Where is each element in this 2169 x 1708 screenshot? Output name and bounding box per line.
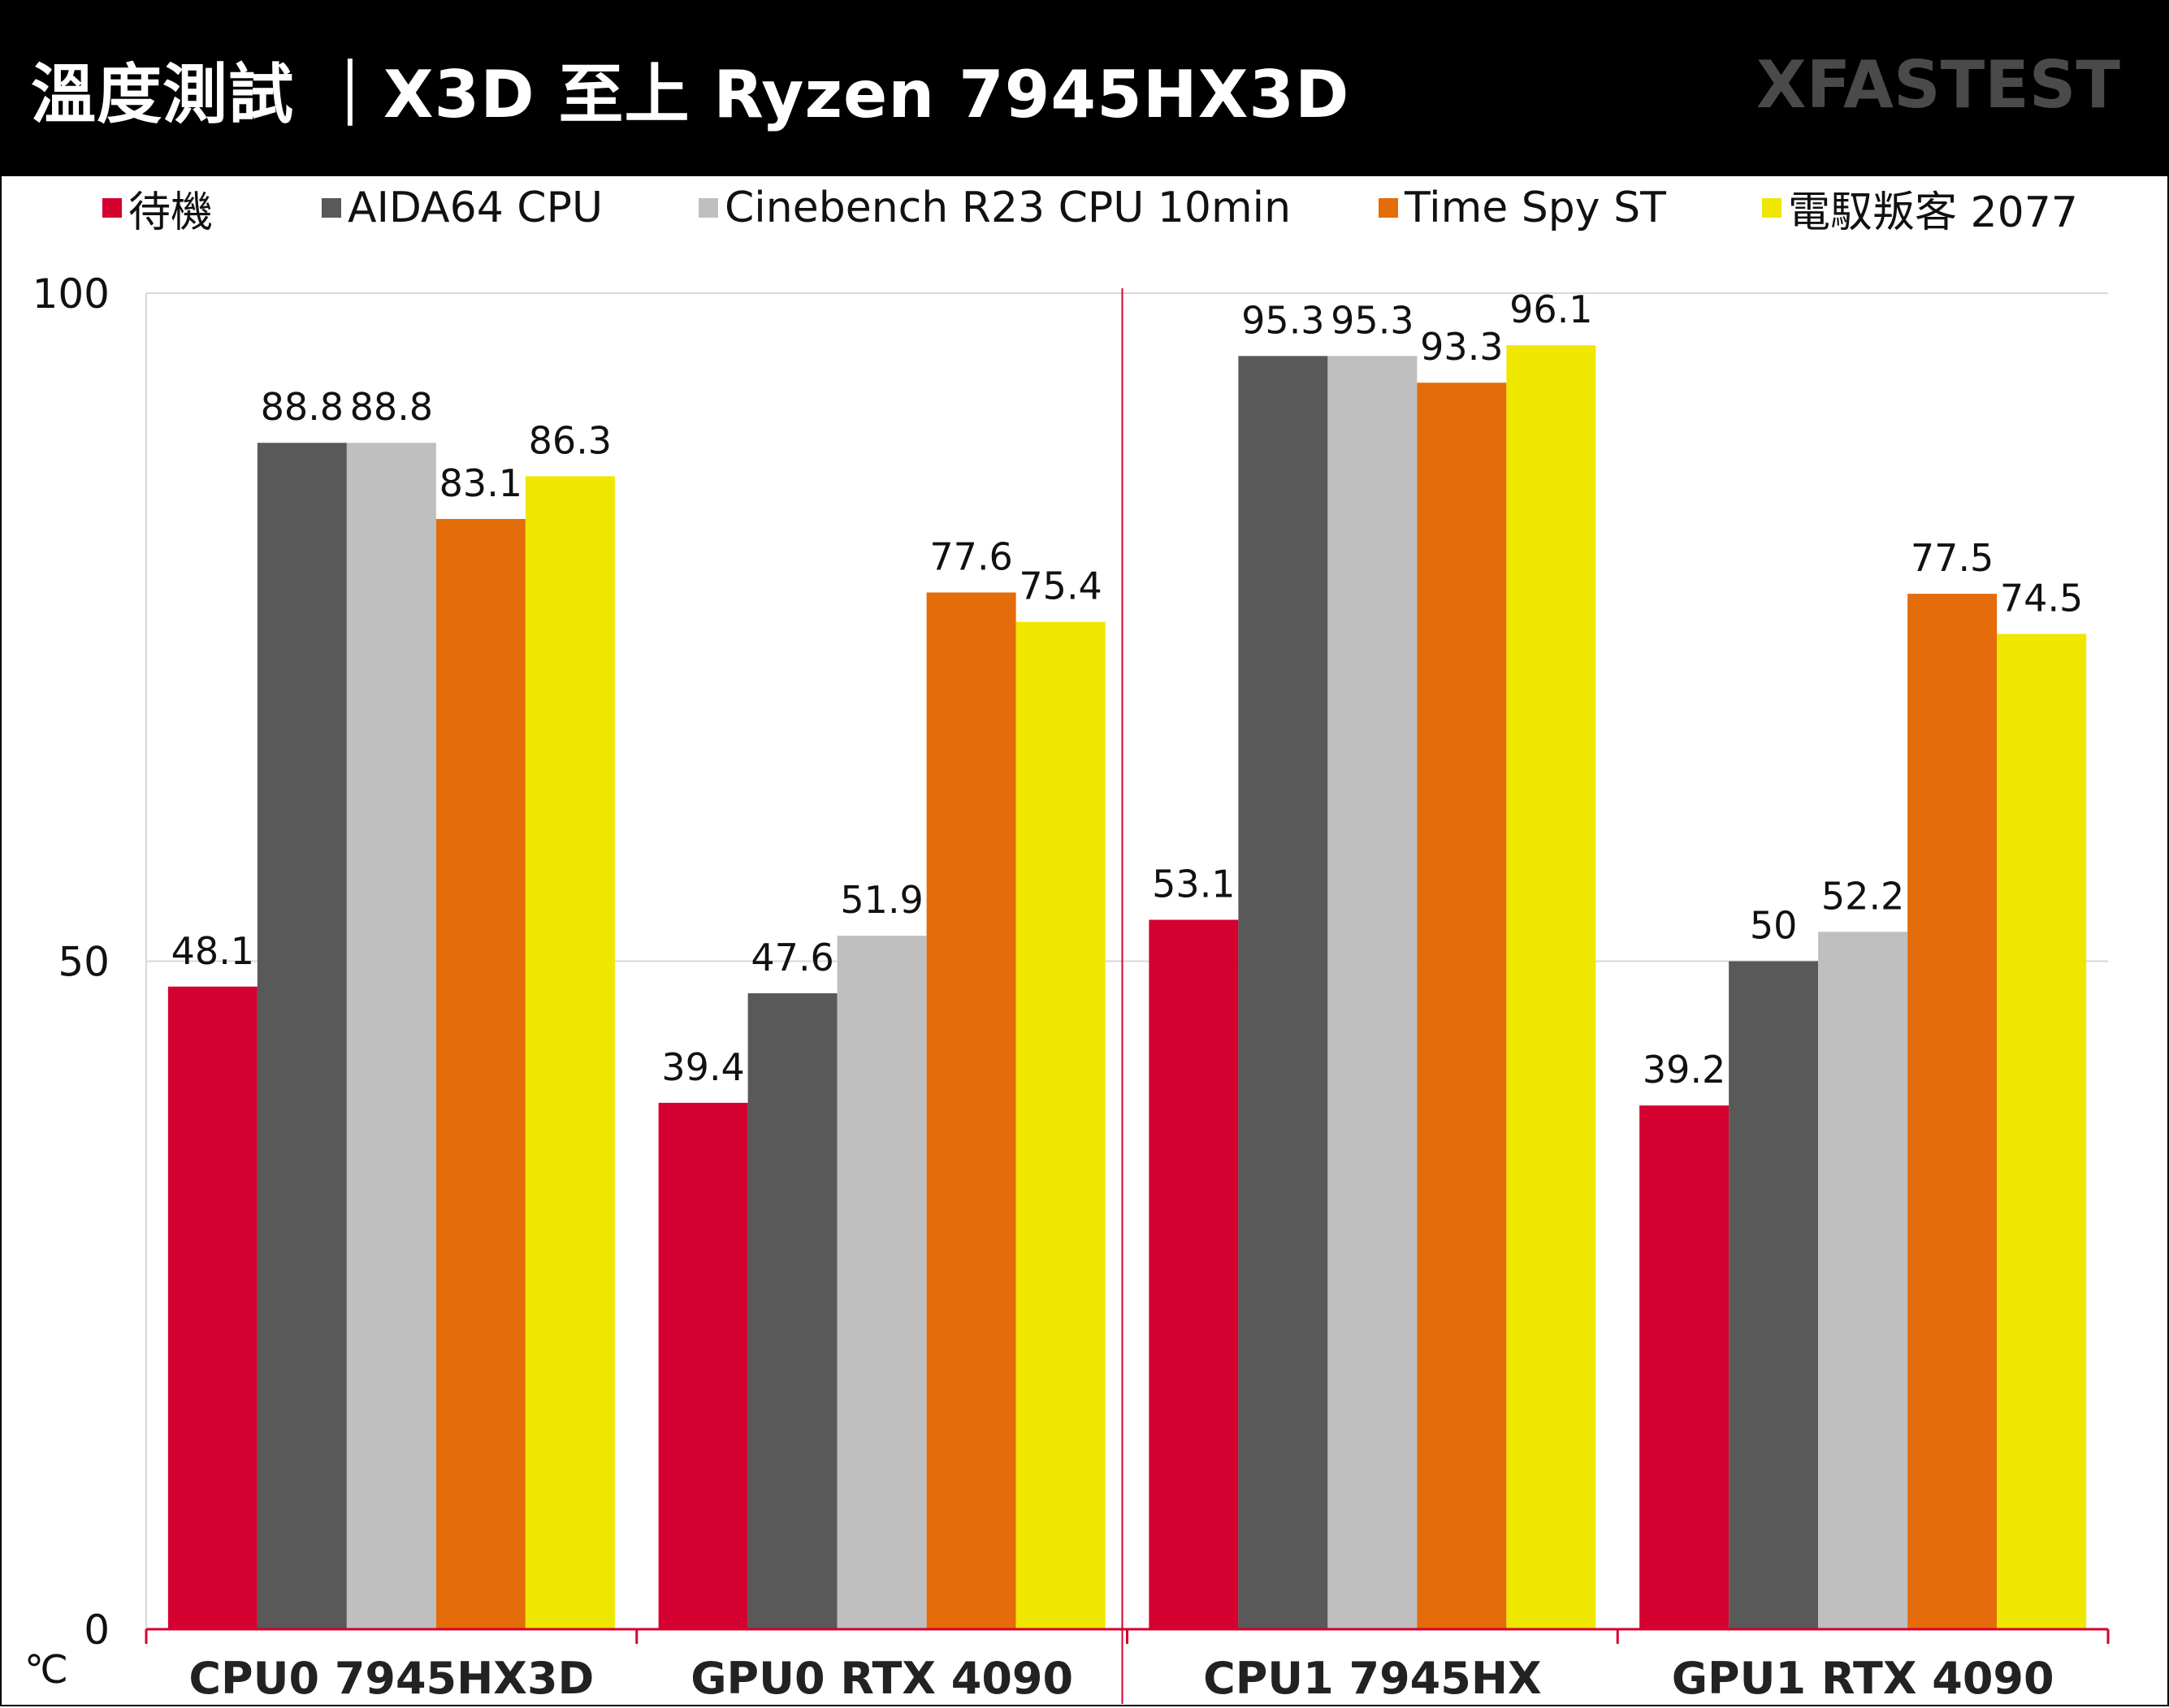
bar (435, 519, 526, 1629)
chart-header: 溫度測試 ｜X3D 至上 Ryzen 7945HX3D XFASTEST (0, 0, 2169, 176)
category-label: GPU1 RTX 4090 (1672, 1653, 2054, 1704)
data-label: 74.5 (2000, 576, 2083, 620)
legend-swatch (1379, 198, 1398, 218)
bar (1818, 932, 1908, 1629)
data-label: 77.5 (1911, 536, 1994, 580)
category-label: CPU0 7945HX3D (188, 1653, 594, 1704)
bar (1238, 356, 1328, 1630)
chart-legend: 待機 AIDA64 CPU Cinebench R23 CPU 10min Ti… (0, 180, 2169, 237)
bar (1639, 1105, 1730, 1629)
bar (1506, 345, 1596, 1629)
y-tick-label: 0 (84, 1606, 110, 1654)
bar (658, 1102, 748, 1629)
legend-swatch (322, 198, 341, 218)
data-label: 95.3 (1331, 298, 1414, 342)
legend-label: 電馭叛客 2077 (1788, 188, 2078, 237)
bar (1907, 594, 1998, 1629)
legend-label: AIDA64 CPU (348, 184, 604, 232)
data-label: 88.8 (261, 385, 344, 429)
legend-label: 待機 (128, 188, 214, 237)
bar (1417, 383, 1507, 1630)
legend-swatch (699, 198, 718, 218)
data-label: 96.1 (1509, 288, 1592, 331)
chart-title: 溫度測試 ｜X3D 至上 Ryzen 7945HX3D (31, 57, 1350, 132)
bar (747, 992, 838, 1629)
data-label: 95.3 (1241, 298, 1324, 342)
y-tick-label: 50 (58, 939, 110, 986)
data-label: 51.9 (840, 878, 923, 922)
data-label: 52.2 (1821, 874, 1904, 918)
bar (346, 443, 436, 1629)
data-label: 53.1 (1152, 863, 1235, 906)
data-label: 47.6 (751, 936, 833, 979)
legend-item-idle: 待機 (102, 180, 214, 237)
data-label: 39.2 (1643, 1048, 1725, 1092)
bar (926, 592, 1016, 1629)
data-label: 77.6 (929, 534, 1012, 578)
bar (257, 443, 347, 1629)
data-label: 75.4 (1019, 564, 1102, 608)
legend-swatch (102, 198, 122, 218)
legend-item-aida64: AIDA64 CPU (322, 180, 603, 236)
brand-logo-text: XFASTEST (1756, 47, 2120, 123)
bar (1015, 621, 1106, 1630)
data-label: 83.1 (439, 461, 522, 505)
legend-item-cyberpunk: 電馭叛客 2077 (1762, 180, 2078, 237)
data-label: 48.1 (171, 929, 254, 973)
y-tick-label: 100 (32, 270, 110, 318)
bar (525, 476, 615, 1629)
bar (837, 936, 927, 1629)
bar (1997, 633, 2087, 1629)
bar (1327, 356, 1418, 1630)
data-label: 39.4 (661, 1045, 744, 1089)
legend-label: Cinebench R23 CPU 10min (725, 184, 1292, 232)
legend-label: Time Spy ST (1405, 184, 1666, 232)
category-label: CPU1 7945HX (1203, 1653, 1542, 1704)
data-label: 88.8 (350, 385, 433, 429)
legend-swatch (1762, 198, 1782, 218)
bar (167, 986, 258, 1629)
data-label: 93.3 (1420, 325, 1503, 369)
data-label: 50 (1750, 904, 1798, 948)
bar (1149, 919, 1239, 1629)
legend-item-timespy: Time Spy ST (1379, 180, 1666, 236)
chart-frame (0, 176, 2169, 1706)
category-label: GPU0 RTX 4090 (691, 1653, 1073, 1704)
unit-label: ℃ (24, 1647, 68, 1693)
legend-item-cinebench: Cinebench R23 CPU 10min (699, 180, 1291, 236)
data-label: 86.3 (529, 418, 612, 462)
bar (1729, 961, 1819, 1629)
